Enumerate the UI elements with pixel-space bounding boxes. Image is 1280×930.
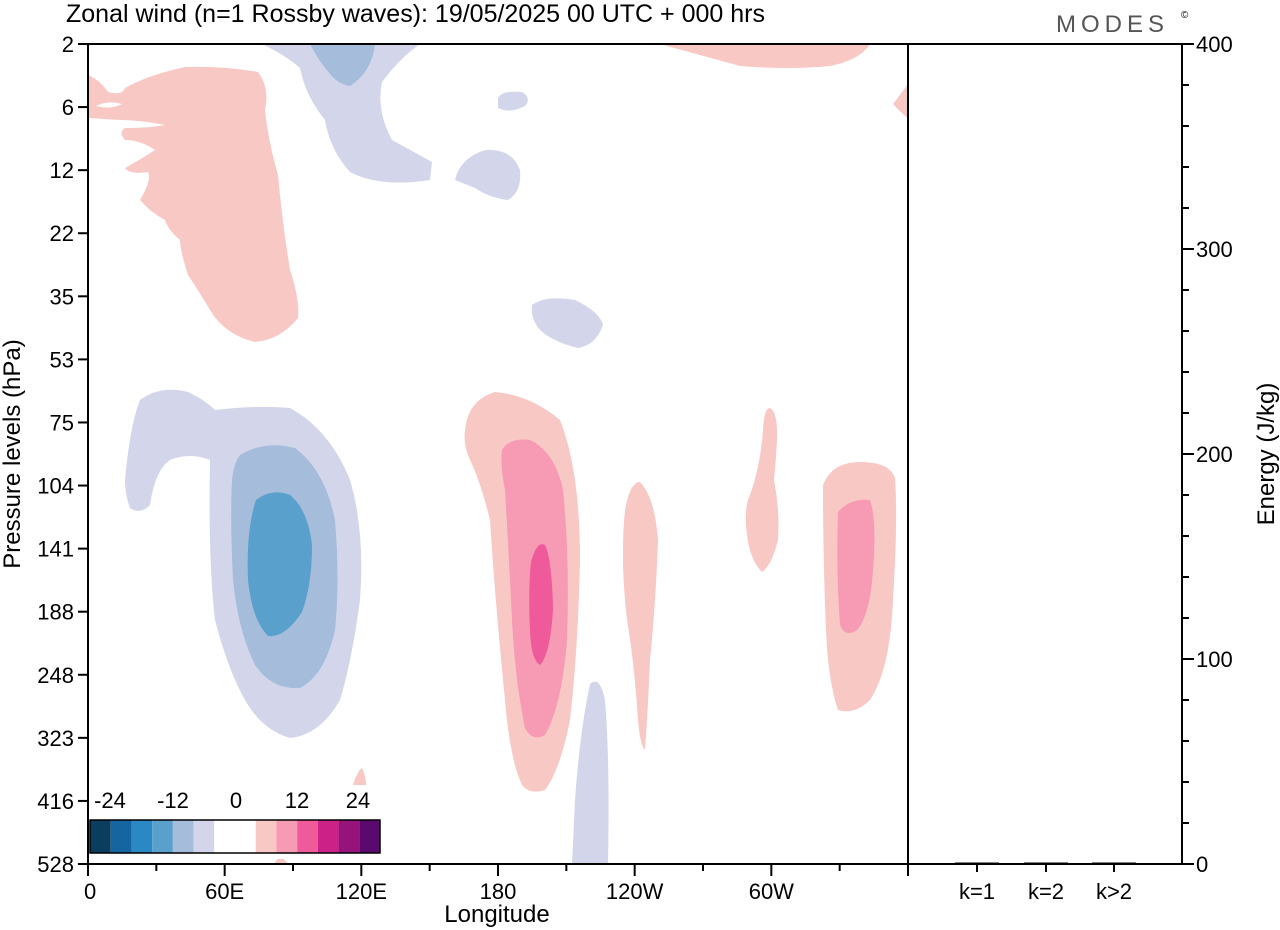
brand-mark: ©	[1181, 10, 1189, 21]
y-tick-label: 35	[50, 284, 74, 309]
colorbar	[89, 819, 381, 854]
colorbar-swatch	[317, 820, 339, 853]
contour-fills	[88, 44, 908, 864]
y-tick-label: 528	[37, 852, 74, 877]
positive-region-bottom-small	[274, 858, 288, 864]
energy-bar	[1024, 862, 1068, 864]
energy-category-label: k=2	[1028, 879, 1064, 904]
y-tick-label: 12	[50, 158, 74, 183]
positive-region-white-notch	[96, 102, 122, 108]
positive-region-dateline-core	[529, 544, 553, 665]
contour-plot	[88, 44, 908, 864]
colorbar-labels: -24 -12 0 12 24	[94, 788, 370, 813]
colorbar-swatch	[193, 820, 215, 853]
y-tick-label: 248	[37, 663, 74, 688]
colorbar-label: -12	[157, 788, 189, 813]
colorbar-swatch	[214, 820, 235, 853]
chart-title: Zonal wind (n=1 Rossby waves): 19/05/202…	[66, 0, 765, 28]
colorbar-swatch	[359, 820, 380, 853]
x-tick-label: 180	[480, 879, 517, 904]
colorbar-swatch	[255, 820, 277, 853]
negative-region-mid	[455, 149, 521, 200]
colorbar-swatch	[131, 820, 153, 853]
energy-category-label: k=1	[959, 879, 995, 904]
energy-panel-frame	[907, 43, 1183, 865]
energy-bar	[1092, 862, 1136, 864]
positive-region-narrow	[622, 482, 658, 750]
energy-category-label: k>2	[1096, 879, 1132, 904]
negative-region-main-core	[247, 492, 312, 637]
y-tick-label: 188	[37, 600, 74, 625]
colorbar-swatch	[172, 820, 194, 853]
x-axis-label: Longitude	[444, 901, 549, 928]
colorbar-swatch	[152, 820, 173, 853]
colorbar-label: 12	[285, 788, 309, 813]
energy-tick-label: 200	[1196, 442, 1233, 467]
negative-region-lower	[572, 681, 609, 864]
energy-tick-label: 400	[1196, 32, 1233, 57]
x-tick-label: 60E	[205, 879, 244, 904]
y-tick-label: 416	[37, 789, 74, 814]
colorbar-label: 0	[230, 788, 242, 813]
colorbar-swatch	[90, 820, 111, 853]
positive-region-east-core	[837, 499, 875, 634]
positive-region-60w	[745, 408, 779, 572]
energy-axis-label: Energy (J/kg)	[1253, 383, 1280, 526]
energy-bars: k=1 k=2 k>2	[955, 862, 1136, 904]
y-tick-label: 104	[37, 474, 74, 499]
energy-tick-label: 0	[1196, 852, 1208, 877]
positive-region-edge	[893, 84, 908, 118]
y-tick-label: 2	[62, 32, 74, 57]
x-tick-label: 0	[84, 879, 96, 904]
colorbar-swatch	[235, 820, 256, 853]
colorbar-swatch	[110, 820, 132, 853]
positive-region-top-right	[660, 44, 870, 68]
y-tick-label: 141	[37, 537, 74, 562]
x-tick-label: 120W	[606, 879, 664, 904]
energy-tick-label: 300	[1196, 237, 1233, 262]
negative-region-dot	[498, 91, 528, 111]
x-tick-label: 120E	[336, 879, 387, 904]
colorbar-outline	[89, 819, 381, 854]
negative-region-lower-mid	[531, 298, 603, 348]
y-tick-label: 323	[37, 726, 74, 751]
y-tick-label: 75	[50, 410, 74, 435]
colorbar-label: -24	[94, 788, 126, 813]
colorbar-label: 24	[346, 788, 370, 813]
x-axis: 0 60E 120E 180 120W 60W	[84, 864, 909, 904]
y-tick-label: 22	[50, 221, 74, 246]
colorbar-swatch	[297, 820, 318, 853]
y-axis-label: Pressure levels (hPa)	[0, 339, 26, 568]
positive-region-upper-left	[88, 66, 299, 342]
colorbar-swatch	[338, 820, 360, 853]
negative-region-upper	[262, 44, 432, 183]
y-axis: 2 6 12 22 35 53 75 104 141 188 248 323 416 528	[37, 32, 88, 877]
energy-bar	[955, 862, 999, 864]
x-tick-label: 60W	[749, 879, 794, 904]
colorbar-swatch	[276, 820, 298, 853]
y-tick-label: 6	[62, 95, 74, 120]
energy-tick-label: 100	[1196, 647, 1233, 672]
y-tick-label: 53	[50, 347, 74, 372]
energy-axis: 0 100 200 300 400	[1182, 32, 1233, 877]
brand-logo: MODES	[1056, 11, 1169, 38]
negative-region-upper-core	[310, 44, 375, 86]
